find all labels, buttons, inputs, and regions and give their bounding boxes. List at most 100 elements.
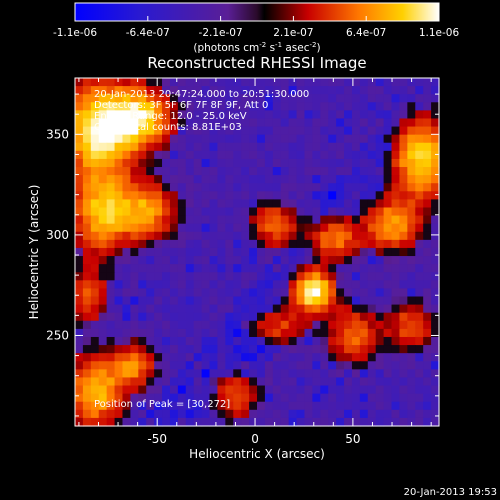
heatmap-cell: [272, 247, 282, 257]
heatmap-cell: [154, 256, 163, 265]
heatmap-cell: [264, 385, 274, 395]
heatmap-cell: [138, 215, 147, 225]
colorbar-tick-label: -6.4e-07: [126, 27, 170, 39]
heatmap-cell: [280, 126, 290, 136]
heatmap-cell: [399, 320, 408, 330]
heatmap-cell: [146, 256, 155, 265]
heatmap-cell: [431, 191, 440, 200]
heatmap-cell: [272, 361, 282, 370]
heatmap-cell: [264, 247, 274, 257]
heatmap-cell: [288, 231, 298, 241]
heatmap-cell: [296, 158, 306, 168]
heatmap-cell: [399, 288, 408, 298]
heatmap-cell: [407, 304, 416, 314]
heatmap-cell: [98, 78, 108, 87]
heatmap-cell: [431, 264, 440, 273]
heatmap-cell: [82, 215, 92, 225]
heatmap-cell: [399, 78, 408, 87]
heatmap-cell: [351, 191, 361, 200]
heatmap-cell: [98, 118, 108, 128]
heatmap-cell: [249, 280, 258, 290]
heatmap-cell: [241, 369, 250, 379]
heatmap-cell: [336, 183, 345, 192]
heatmap-cell: [423, 369, 432, 379]
heatmap-cell: [122, 150, 131, 160]
heatmap-cell: [146, 409, 155, 419]
heatmap-cell: [391, 142, 401, 152]
heatmap-cell: [98, 296, 108, 306]
heatmap-cell: [154, 78, 163, 87]
heatmap-cell: [375, 110, 385, 120]
heatmap-cell: [359, 320, 369, 330]
heatmap-cell: [114, 385, 124, 395]
heatmap-cell: [249, 328, 258, 338]
heatmap-cell: [312, 199, 321, 209]
heatmap-cell: [280, 94, 290, 103]
heatmap-cell: [217, 320, 226, 330]
heatmap-cell: [391, 280, 401, 290]
heatmap-cell: [233, 393, 242, 403]
heatmap-cell: [383, 199, 393, 209]
heatmap-cell: [272, 336, 282, 346]
heatmap-cell: [154, 134, 163, 144]
heatmap-cell: [201, 183, 211, 192]
heatmap-cell: [336, 312, 345, 322]
heatmap-cell: [391, 345, 401, 354]
heatmap-cell: [375, 336, 385, 346]
heatmap-cell: [90, 272, 100, 281]
heatmap-cell: [225, 199, 234, 209]
info-annotations: 20-Jan-2013 20:47:24.000 to 20:51:30.000…: [94, 89, 309, 133]
heatmap-cell: [288, 239, 298, 249]
heatmap-cell: [415, 126, 424, 136]
heatmap-cell: [106, 401, 116, 411]
heatmap-cell: [351, 86, 361, 95]
heatmap-cell: [320, 304, 329, 314]
heatmap-cell: [114, 78, 124, 87]
heatmap-cell: [320, 393, 329, 403]
heatmap-cell: [304, 110, 313, 120]
heatmap-cell: [201, 207, 211, 217]
heatmap-cell: [162, 183, 171, 192]
heatmap-cell: [375, 215, 385, 225]
heatmap-cell: [201, 126, 211, 136]
heatmap-cell: [185, 239, 195, 249]
heatmap-cell: [201, 191, 211, 200]
heatmap-cell: [304, 280, 313, 290]
heatmap-cell: [185, 272, 195, 281]
heatmap-cell: [90, 175, 100, 184]
heatmap-cell: [177, 142, 187, 152]
heatmap-cell: [280, 183, 290, 192]
heatmap-cell: [75, 239, 84, 249]
heatmap-cell: [146, 393, 155, 403]
heatmap-cell: [399, 175, 408, 184]
heatmap-cell: [185, 401, 195, 411]
heatmap-cell: [280, 361, 290, 370]
heatmap-cell: [391, 118, 401, 128]
heatmap-cell: [106, 158, 116, 168]
heatmap-cell: [82, 272, 92, 281]
heatmap-cell: [336, 110, 345, 120]
heatmap-cell: [201, 175, 211, 184]
heatmap-cell: [336, 150, 345, 160]
heatmap-cell: [193, 110, 203, 120]
heatmap-cell: [272, 409, 282, 419]
heatmap-cell: [415, 231, 424, 241]
heatmap-cell: [304, 345, 313, 354]
heatmap-cell: [98, 320, 108, 330]
heatmap-cell: [98, 183, 108, 192]
heatmap-cell: [217, 264, 226, 273]
heatmap-cell: [280, 134, 290, 144]
heatmap-cell: [90, 118, 100, 128]
heatmap-cell: [146, 336, 155, 346]
heatmap-cell: [98, 353, 108, 362]
heatmap-cell: [344, 401, 353, 411]
heatmap-cell: [391, 102, 401, 111]
heatmap-cell: [415, 102, 424, 111]
heatmap-cell: [312, 175, 321, 184]
info-time-range: 20-Jan-2013 20:47:24.000 to 20:51:30.000: [94, 89, 309, 100]
heatmap-cell: [233, 256, 242, 265]
heatmap-cell: [351, 369, 361, 379]
heatmap-cell: [185, 353, 195, 362]
heatmap-cell: [185, 288, 195, 298]
heatmap-cell: [241, 280, 250, 290]
